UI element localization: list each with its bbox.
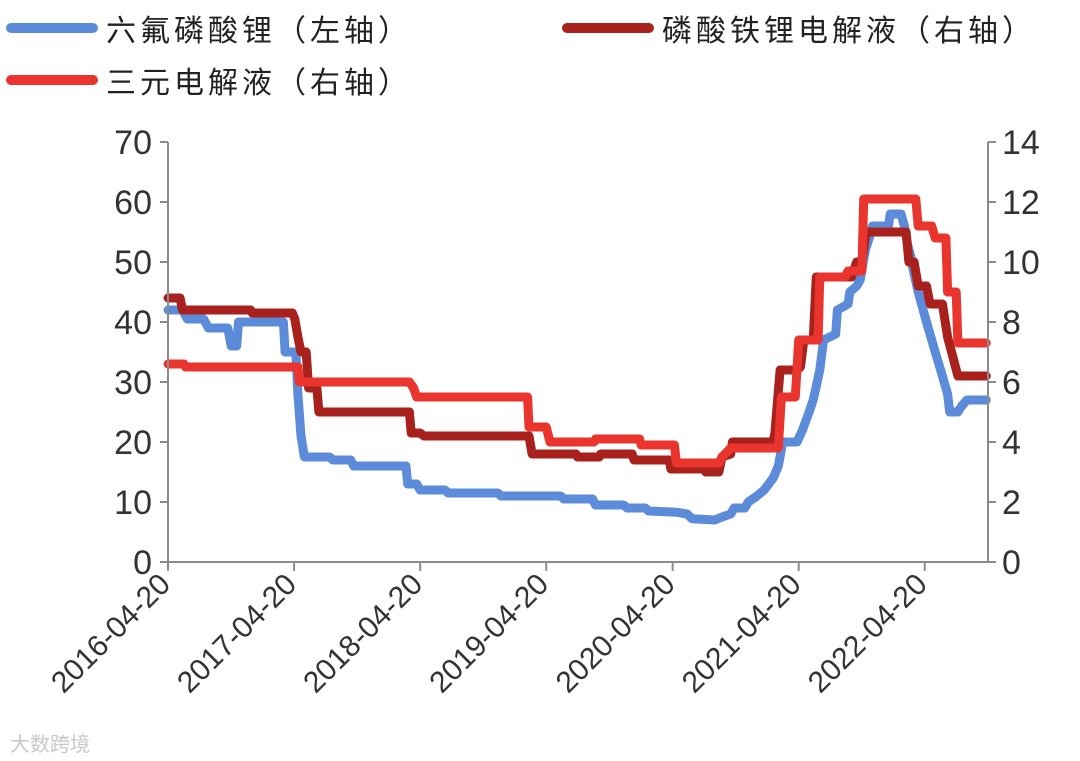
x-axis-tick-label: 2019-04-20 [423,568,555,700]
left-axis-tick-label: 40 [114,304,152,342]
right-axis-tick-label: 0 [1002,544,1021,582]
x-axis-tick-label: 2022-04-20 [802,568,934,700]
watermark: 大数跨境 [10,732,90,756]
right-axis-tick-label: 4 [1002,424,1021,462]
right-axis-tick-label: 14 [1002,124,1040,162]
right-axis-tick-label: 8 [1002,304,1021,342]
left-axis-tick-label: 70 [114,124,152,162]
left-axis-tick-label: 60 [114,184,152,222]
legend-swatch-ternary-electrolyte [6,75,98,85]
legend-label-lipf6: 六氟磷酸锂（左轴） [106,14,412,49]
legend-item-lfp-electrolyte: 磷酸铁锂电解液（右轴） [562,6,1036,50]
legend-label-ternary-electrolyte: 三元电解液（右轴） [106,66,412,101]
legend-swatch-lipf6 [6,23,98,33]
left-axis-tick-label: 0 [133,544,152,582]
x-axis-tick-label: 2017-04-20 [171,568,303,700]
right-axis-tick-label: 12 [1002,184,1040,222]
left-axis-tick-label: 20 [114,424,152,462]
right-axis-tick-label: 6 [1002,364,1021,402]
series-line-lfp-electrolyte [163,227,991,477]
x-axis-tick-label: 2021-04-20 [676,568,808,700]
x-axis-tick-label: 2016-04-20 [45,568,177,700]
legend-item-ternary-electrolyte: 三元电解液（右轴） [6,58,412,102]
right-axis-tick-label: 10 [1002,244,1040,282]
series-line-lipf6 [163,209,991,525]
right-axis-tick-label: 2 [1002,484,1021,522]
series-line-ternary-electrolyte [163,194,991,468]
series-layer [163,194,991,525]
left-axis-tick-label: 50 [114,244,152,282]
x-axis-tick-label: 2020-04-20 [550,568,682,700]
left-axis-tick-label: 30 [114,364,152,402]
legend-item-lipf6: 六氟磷酸锂（左轴） [6,6,412,50]
x-axis-tick-label: 2018-04-20 [297,568,429,700]
legend-swatch-lfp-electrolyte [562,23,654,33]
legend-label-lfp-electrolyte: 磷酸铁锂电解液（右轴） [662,14,1036,49]
left-axis-tick-label: 10 [114,484,152,522]
